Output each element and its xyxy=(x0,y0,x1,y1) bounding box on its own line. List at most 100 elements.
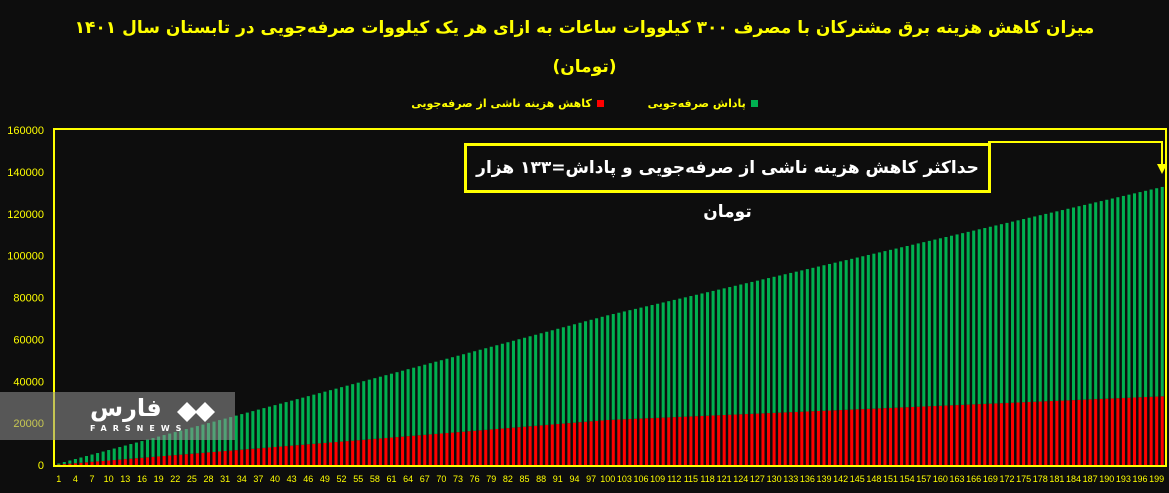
x-tick-label: 163 xyxy=(950,474,965,484)
bar-reward xyxy=(317,393,321,444)
bar-cost-reduction xyxy=(606,419,610,465)
bar-reward xyxy=(1094,202,1098,400)
bar-cost-reduction xyxy=(145,457,150,465)
bar-cost-reduction xyxy=(955,405,959,465)
bar-reward xyxy=(84,456,89,463)
bar-reward xyxy=(545,331,549,425)
bar-reward xyxy=(905,245,909,408)
bar-cost-reduction xyxy=(1105,398,1109,465)
farsnews-watermark: فارس FARSNEWS xyxy=(0,392,235,440)
bar-reward xyxy=(523,337,527,427)
x-tick-label: 151 xyxy=(883,474,898,484)
bar-cost-reduction xyxy=(1060,400,1064,465)
bar-reward xyxy=(112,448,116,461)
y-tick-label: 140000 xyxy=(7,167,44,179)
bar-reward xyxy=(145,439,150,458)
bar-cost-reduction xyxy=(68,463,72,465)
bar-reward xyxy=(667,301,671,418)
bar-cost-reduction xyxy=(251,448,255,465)
bar-cost-reduction xyxy=(922,406,926,465)
bar-reward xyxy=(633,308,637,419)
bar-cost-reduction xyxy=(672,417,676,465)
x-tick-label: 169 xyxy=(983,474,998,484)
bar-cost-reduction xyxy=(789,412,793,465)
x-tick-label: 46 xyxy=(303,474,313,484)
bar-cost-reduction xyxy=(1094,399,1098,465)
bar-cost-reduction xyxy=(534,425,538,465)
x-tick-label: 193 xyxy=(1116,474,1131,484)
bar-cost-reduction xyxy=(151,456,155,465)
bar-reward xyxy=(606,315,610,420)
y-tick-label: 80000 xyxy=(13,293,44,305)
bar-reward xyxy=(434,361,438,434)
bar-reward xyxy=(279,403,283,447)
bar-cost-reduction xyxy=(1038,401,1042,465)
bar-reward xyxy=(589,319,593,422)
bar-cost-reduction xyxy=(134,458,138,465)
bar-reward xyxy=(1155,188,1159,397)
bar-reward xyxy=(1099,201,1103,399)
bar-cost-reduction xyxy=(811,411,815,465)
bar-reward xyxy=(722,288,726,416)
bar-reward xyxy=(301,397,305,445)
x-tick-label: 94 xyxy=(569,474,579,484)
bar-reward xyxy=(345,385,349,442)
bar-reward xyxy=(622,311,626,420)
bar-reward xyxy=(539,333,543,426)
bar-reward xyxy=(850,258,854,410)
bar-reward xyxy=(134,442,138,459)
bar-cost-reduction xyxy=(456,432,460,465)
x-tick-label: 52 xyxy=(337,474,347,484)
bar-cost-reduction xyxy=(850,409,854,465)
bar-reward xyxy=(423,364,427,435)
bar-reward xyxy=(772,276,776,413)
x-tick-label: 25 xyxy=(187,474,197,484)
bar-reward xyxy=(750,281,754,414)
bar-cost-reduction xyxy=(816,410,820,465)
x-tick-label: 112 xyxy=(667,474,681,484)
x-tick-label: 70 xyxy=(436,474,446,484)
bar-reward xyxy=(977,229,981,405)
bar-reward xyxy=(240,414,244,450)
bar-reward xyxy=(489,346,493,430)
bar-reward xyxy=(517,339,521,428)
bar-reward xyxy=(1160,186,1164,397)
bar-cost-reduction xyxy=(744,414,748,465)
x-tick-label: 82 xyxy=(503,474,513,484)
x-tick-label: 22 xyxy=(170,474,180,484)
bar-reward xyxy=(417,366,421,436)
bar-cost-reduction xyxy=(750,413,754,465)
bar-cost-reduction xyxy=(1110,398,1114,465)
bar-cost-reduction xyxy=(711,415,715,465)
bar-reward xyxy=(190,427,194,454)
bar-reward xyxy=(706,292,710,416)
bar-reward xyxy=(966,231,970,405)
bar-reward xyxy=(428,363,432,435)
bar-reward xyxy=(617,312,621,420)
bar-reward xyxy=(822,265,826,411)
bar-cost-reduction xyxy=(273,446,277,465)
bar-reward xyxy=(162,435,166,456)
bar-reward xyxy=(700,293,704,416)
bar-reward xyxy=(933,239,937,407)
legend-label: پاداش صرفه‌جویی xyxy=(647,97,746,110)
bar-cost-reduction xyxy=(195,453,199,465)
bar-reward xyxy=(567,325,571,424)
x-tick-label: 13 xyxy=(120,474,130,484)
bar-reward xyxy=(179,430,183,455)
x-tick-label: 4 xyxy=(73,474,78,484)
bar-reward xyxy=(473,351,477,431)
bar-cost-reduction xyxy=(96,461,100,465)
bar-reward xyxy=(129,444,133,459)
x-tick-label: 103 xyxy=(617,474,632,484)
bar-reward xyxy=(284,402,288,447)
bar-cost-reduction xyxy=(340,441,344,465)
bar-reward xyxy=(306,396,310,445)
bar-reward xyxy=(994,225,998,404)
bar-cost-reduction xyxy=(883,408,887,465)
watermark-logo-en: FARSNEWS xyxy=(90,424,188,433)
bar-reward xyxy=(362,381,366,440)
bar-cost-reduction xyxy=(107,460,111,465)
bar-cost-reduction xyxy=(328,442,332,465)
